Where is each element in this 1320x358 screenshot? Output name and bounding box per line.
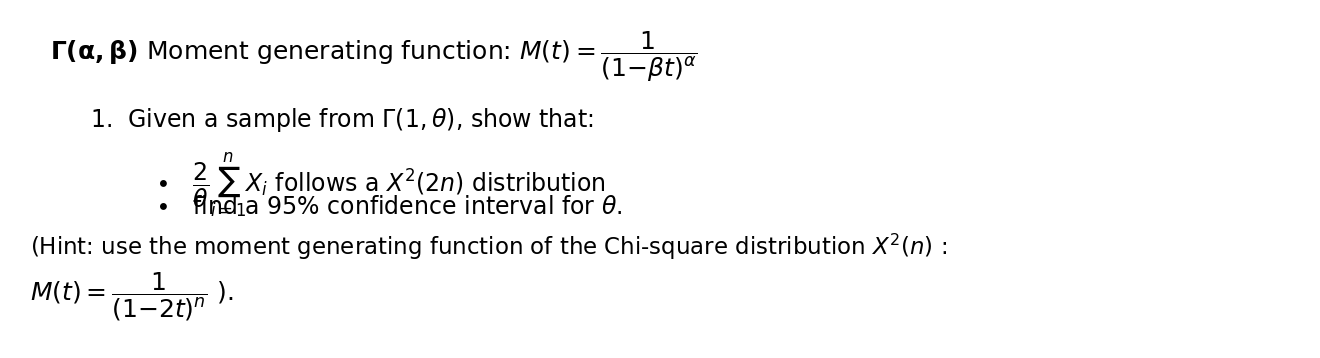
Text: 1.  Given a sample from $\Gamma(1,\theta)$, show that:: 1. Given a sample from $\Gamma(1,\theta)… bbox=[90, 106, 594, 134]
Text: (Hint: use the moment generating function of the Chi-square distribution $X^2(n): (Hint: use the moment generating functio… bbox=[30, 232, 946, 262]
Text: $\bullet$   find a 95% confidence interval for $\theta$.: $\bullet$ find a 95% confidence interval… bbox=[154, 195, 623, 219]
Text: $\bullet$   $\dfrac{2}{\theta}\sum_{i=1}^{n} X_i$ follows a $X^2(2n)$ distributi: $\bullet$ $\dfrac{2}{\theta}\sum_{i=1}^{… bbox=[154, 151, 606, 219]
Text: $M(t) = \dfrac{1}{(1{-}2t)^{n}}$ ).: $M(t) = \dfrac{1}{(1{-}2t)^{n}}$ ). bbox=[30, 271, 234, 323]
Text: $\mathbf{\Gamma(\alpha,\beta)}$ Moment generating function: $M(t) = \dfrac{1}{(1: $\mathbf{\Gamma(\alpha,\beta)}$ Moment g… bbox=[50, 30, 697, 84]
